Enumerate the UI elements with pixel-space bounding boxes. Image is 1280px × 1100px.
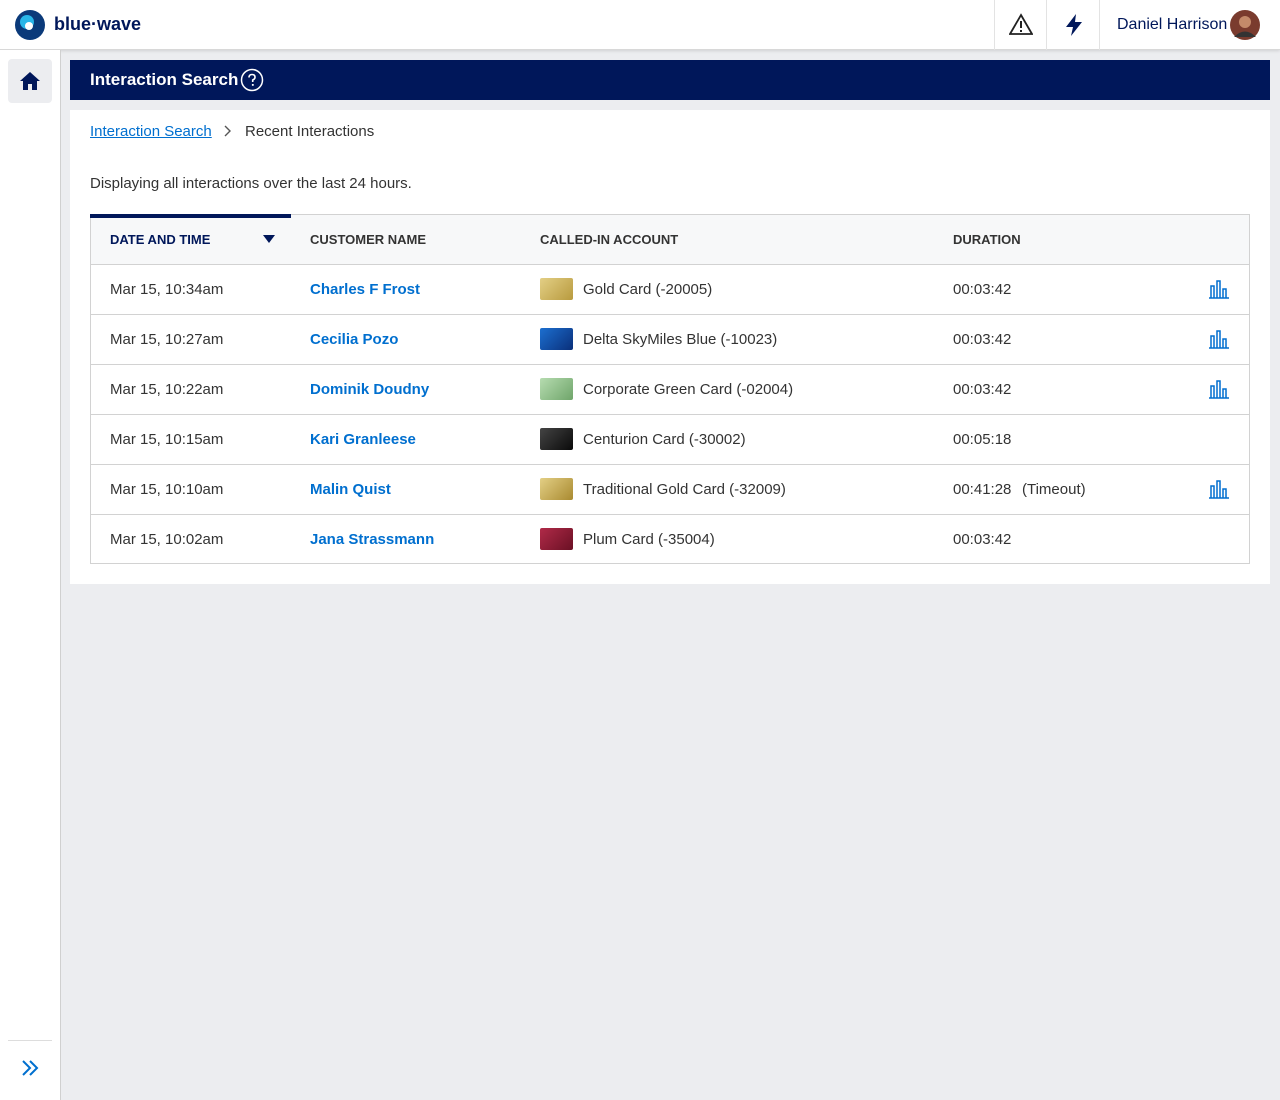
- analytics-icon[interactable]: [1208, 329, 1230, 349]
- customer-link[interactable]: Dominik Doudny: [310, 381, 430, 398]
- card-image: [540, 328, 573, 350]
- divider: [1099, 0, 1100, 50]
- card-image: [540, 478, 573, 500]
- table-row: Mar 15, 10:22am Dominik Doudny Corporate…: [90, 364, 1250, 415]
- duration: 00:41:28: [953, 481, 1012, 498]
- table-row: Mar 15, 10:34am Charles F Frost Gold Car…: [90, 264, 1250, 315]
- analytics-icon[interactable]: [1208, 379, 1230, 399]
- logo-mark[interactable]: [14, 9, 46, 41]
- date: Mar 15, 10:34am: [110, 281, 224, 298]
- divider: [1046, 0, 1047, 50]
- table-row: Mar 15, 10:27am Cecilia Pozo Delta SkyMi…: [90, 314, 1250, 365]
- account: Traditional Gold Card (-32009): [583, 481, 786, 498]
- table-header: DATE AND TIME CUSTOMER NAME CALLED-IN AC…: [90, 214, 1250, 265]
- breadcrumb-link[interactable]: Interaction Search: [90, 123, 212, 140]
- analytics-icon[interactable]: [1208, 479, 1230, 499]
- sort-arrow[interactable]: [262, 234, 276, 244]
- card-image: [540, 378, 573, 400]
- table-row: Mar 15, 10:10am Malin Quist Traditional …: [90, 464, 1250, 515]
- sidebar: [0, 50, 61, 1100]
- alert-icon[interactable]: [1009, 13, 1033, 37]
- duration: 00:03:42: [953, 531, 1012, 548]
- customer-link[interactable]: Malin Quist: [310, 481, 391, 498]
- duration-note: (Timeout): [1022, 481, 1086, 498]
- breadcrumb-chevron: [224, 125, 231, 137]
- column-header[interactable]: CUSTOMER NAME: [310, 232, 427, 247]
- divider: [994, 0, 995, 50]
- divider: [8, 1040, 52, 1041]
- card-image: [540, 528, 573, 550]
- customer-link[interactable]: Kari Granleese: [310, 431, 416, 448]
- column-header[interactable]: DATE AND TIME: [110, 232, 211, 247]
- user-name[interactable]: Daniel Harrison: [1117, 16, 1228, 33]
- home-icon: [20, 72, 40, 90]
- avatar[interactable]: [1230, 10, 1260, 40]
- account: Corporate Green Card (-02004): [583, 381, 794, 398]
- customer-link[interactable]: Cecilia Pozo: [310, 331, 399, 348]
- date: Mar 15, 10:27am: [110, 331, 224, 348]
- customer-link[interactable]: Charles F Frost: [310, 281, 421, 298]
- breadcrumb-current: Recent Interactions: [245, 123, 375, 140]
- column-header[interactable]: DURATION: [953, 232, 1021, 247]
- account: Centurion Card (-30002): [583, 431, 746, 448]
- logo-text[interactable]: blue·wave: [54, 14, 142, 34]
- date: Mar 15, 10:10am: [110, 481, 224, 498]
- home-button[interactable]: [8, 59, 52, 103]
- page-header: Interaction Search: [70, 60, 1270, 100]
- card-image: [540, 428, 573, 450]
- account: Gold Card (-20005): [583, 281, 713, 298]
- top-bar: blue·wave Daniel Harrison: [0, 0, 1280, 50]
- expand-icon[interactable]: [20, 1058, 40, 1078]
- date: Mar 15, 10:02am: [110, 531, 224, 548]
- duration: 00:03:42: [953, 331, 1012, 348]
- duration: 00:05:18: [953, 431, 1012, 448]
- table-row: Mar 15, 10:02am Jana Strassmann Plum Car…: [90, 514, 1250, 564]
- page-title: Interaction Search: [90, 70, 239, 89]
- analytics-icon[interactable]: [1208, 279, 1230, 299]
- sort-indicator: [90, 214, 291, 218]
- card-image: [540, 278, 573, 300]
- column-header[interactable]: CALLED-IN ACCOUNT: [540, 232, 679, 247]
- table-row: Mar 15, 10:15am Kari Granleese Centurion…: [90, 414, 1250, 465]
- date: Mar 15, 10:22am: [110, 381, 224, 398]
- account: Delta SkyMiles Blue (-10023): [583, 331, 778, 348]
- duration: 00:03:42: [953, 281, 1012, 298]
- duration: 00:03:42: [953, 381, 1012, 398]
- customer-link[interactable]: Jana Strassmann: [310, 531, 435, 548]
- date: Mar 15, 10:15am: [110, 431, 224, 448]
- account: Plum Card (-35004): [583, 531, 715, 548]
- lightning-icon[interactable]: [1063, 13, 1085, 37]
- help-icon[interactable]: [240, 68, 264, 92]
- description: Displaying all interactions over the las…: [90, 175, 412, 192]
